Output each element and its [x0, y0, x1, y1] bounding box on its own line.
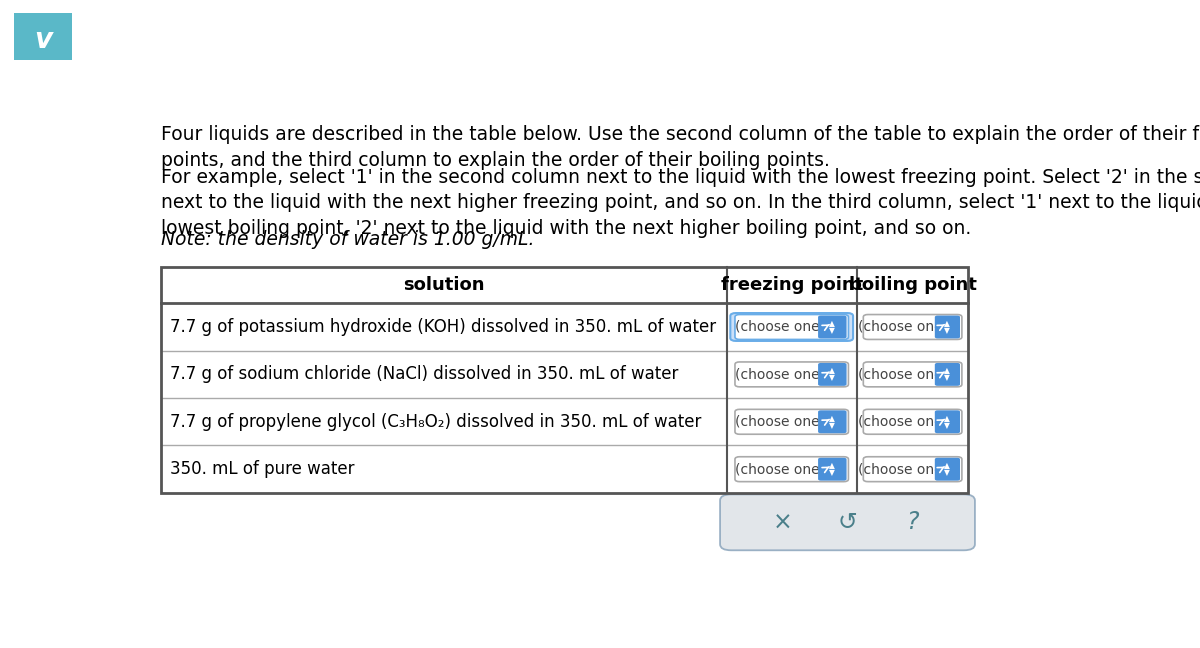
FancyBboxPatch shape: [720, 494, 974, 550]
FancyBboxPatch shape: [818, 457, 846, 481]
Text: ▼: ▼: [944, 373, 950, 382]
Text: 350. mL of pure water: 350. mL of pure water: [170, 460, 355, 478]
FancyBboxPatch shape: [863, 410, 962, 434]
FancyBboxPatch shape: [8, 8, 78, 64]
FancyBboxPatch shape: [731, 313, 853, 341]
Text: (choose one): (choose one): [858, 367, 948, 382]
FancyBboxPatch shape: [863, 457, 962, 481]
Text: ?: ?: [906, 511, 919, 535]
Text: (choose one): (choose one): [858, 462, 948, 476]
Text: ×: ×: [773, 511, 792, 535]
Text: ▲: ▲: [944, 413, 950, 422]
Text: ▼: ▼: [829, 421, 835, 430]
Text: (choose one): (choose one): [736, 462, 826, 476]
Text: ▲: ▲: [829, 413, 835, 422]
Text: Note: the density of water is 1.00 g/mL.: Note: the density of water is 1.00 g/mL.: [161, 230, 535, 249]
Text: ▲: ▲: [944, 461, 950, 470]
Text: 7.7 g of propylene glycol (C₃H₈O₂) dissolved in 350. mL of water: 7.7 g of propylene glycol (C₃H₈O₂) disso…: [170, 413, 702, 431]
FancyBboxPatch shape: [818, 363, 846, 386]
FancyBboxPatch shape: [935, 457, 960, 481]
Text: ▲: ▲: [829, 366, 835, 375]
FancyBboxPatch shape: [818, 316, 846, 338]
FancyBboxPatch shape: [863, 362, 962, 387]
FancyBboxPatch shape: [734, 362, 848, 387]
Text: Four liquids are described in the table below. Use the second column of the tabl: Four liquids are described in the table …: [161, 125, 1200, 170]
FancyBboxPatch shape: [935, 363, 960, 386]
Bar: [161, 268, 968, 493]
Text: ▼: ▼: [944, 469, 950, 478]
Text: boiling point: boiling point: [848, 276, 977, 294]
Text: ▼: ▼: [944, 326, 950, 335]
FancyBboxPatch shape: [734, 410, 848, 434]
FancyBboxPatch shape: [935, 316, 960, 338]
Text: (choose one): (choose one): [736, 415, 826, 429]
Text: 7.7 g of sodium chloride (NaCl) dissolved in 350. mL of water: 7.7 g of sodium chloride (NaCl) dissolve…: [170, 365, 679, 384]
Bar: [161, 268, 968, 493]
Text: For example, select '1' in the second column next to the liquid with the lowest : For example, select '1' in the second co…: [161, 168, 1200, 238]
Text: ▼: ▼: [829, 373, 835, 382]
Text: ▼: ▼: [829, 469, 835, 478]
Text: ▲: ▲: [829, 461, 835, 470]
Text: 7.7 g of potassium hydroxide (KOH) dissolved in 350. mL of water: 7.7 g of potassium hydroxide (KOH) disso…: [170, 318, 716, 336]
Text: solution: solution: [403, 276, 485, 294]
FancyBboxPatch shape: [863, 314, 962, 340]
FancyBboxPatch shape: [935, 410, 960, 434]
Text: ▲: ▲: [944, 319, 950, 328]
Text: (choose one): (choose one): [736, 367, 826, 382]
Text: freezing point: freezing point: [720, 276, 863, 294]
Text: (choose one): (choose one): [858, 415, 948, 429]
Text: ▼: ▼: [944, 421, 950, 430]
Text: ▼: ▼: [829, 326, 835, 335]
Text: ↺: ↺: [838, 511, 857, 535]
Text: (choose one): (choose one): [858, 320, 948, 334]
Text: (choose one): (choose one): [736, 320, 826, 334]
FancyBboxPatch shape: [734, 457, 848, 481]
Text: v: v: [34, 26, 53, 54]
Text: ▲: ▲: [829, 319, 835, 328]
FancyBboxPatch shape: [818, 410, 846, 434]
Text: ▲: ▲: [944, 366, 950, 375]
FancyBboxPatch shape: [734, 314, 848, 340]
